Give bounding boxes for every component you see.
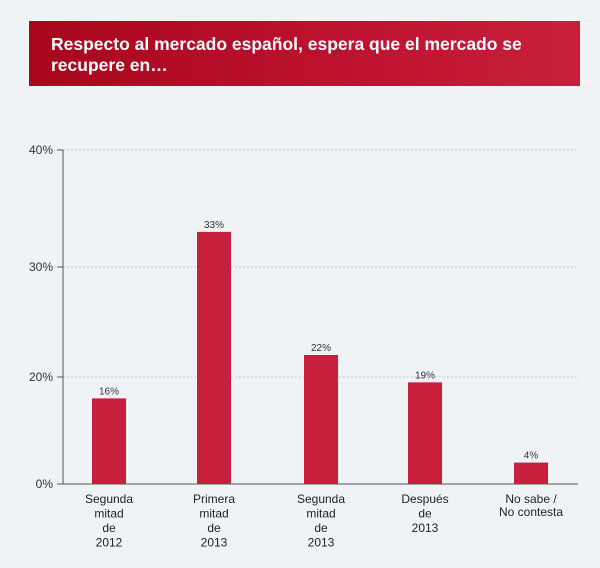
x-category-label: 2013 bbox=[308, 536, 335, 550]
x-category-label: mitad bbox=[306, 507, 335, 521]
x-category-label: No sabe / bbox=[505, 492, 557, 506]
x-category-label: mitad bbox=[199, 507, 228, 521]
x-category-label: mitad bbox=[94, 507, 123, 521]
bar-value-label: 4% bbox=[524, 451, 539, 462]
y-tick-label: 40% bbox=[29, 143, 53, 157]
y-tick-label: 30% bbox=[29, 260, 53, 274]
x-category-label: No contesta bbox=[499, 505, 563, 519]
bar-value-label: 16% bbox=[99, 386, 119, 397]
bar bbox=[197, 231, 231, 484]
bar-value-label: 33% bbox=[204, 220, 224, 231]
bar bbox=[304, 355, 338, 484]
chart-title: Respecto al mercado español, espera que … bbox=[51, 34, 571, 76]
x-category-label: de bbox=[207, 521, 221, 535]
y-tick-label: 0% bbox=[36, 477, 54, 491]
bar-value-label: 22% bbox=[311, 343, 331, 354]
x-category-label: Después bbox=[401, 492, 448, 506]
x-category-label: Segunda bbox=[297, 492, 345, 506]
x-category-label: Segunda bbox=[85, 492, 133, 506]
y-tick-label: 20% bbox=[29, 370, 53, 384]
bar bbox=[408, 382, 442, 484]
bar-value-label: 19% bbox=[415, 370, 435, 381]
chart-title-line-1: Respecto al mercado español, espera que … bbox=[51, 34, 522, 54]
x-category-label: 2012 bbox=[96, 536, 123, 550]
x-category-label: 2013 bbox=[201, 536, 228, 550]
x-category-label: Primera bbox=[193, 492, 235, 506]
x-category-label: de bbox=[314, 521, 328, 535]
labels: 0%20%30%40%16%Segundamitadde201233%Prime… bbox=[29, 143, 563, 550]
bar bbox=[92, 398, 126, 484]
bars bbox=[92, 231, 548, 484]
x-category-label: 2013 bbox=[412, 521, 439, 535]
x-category-label: de bbox=[102, 521, 116, 535]
chart-title-banner: Respecto al mercado español, espera que … bbox=[29, 21, 580, 86]
chart-title-line-2: recupere en… bbox=[51, 55, 168, 75]
x-category-label: de bbox=[418, 507, 432, 521]
bar bbox=[514, 462, 548, 484]
